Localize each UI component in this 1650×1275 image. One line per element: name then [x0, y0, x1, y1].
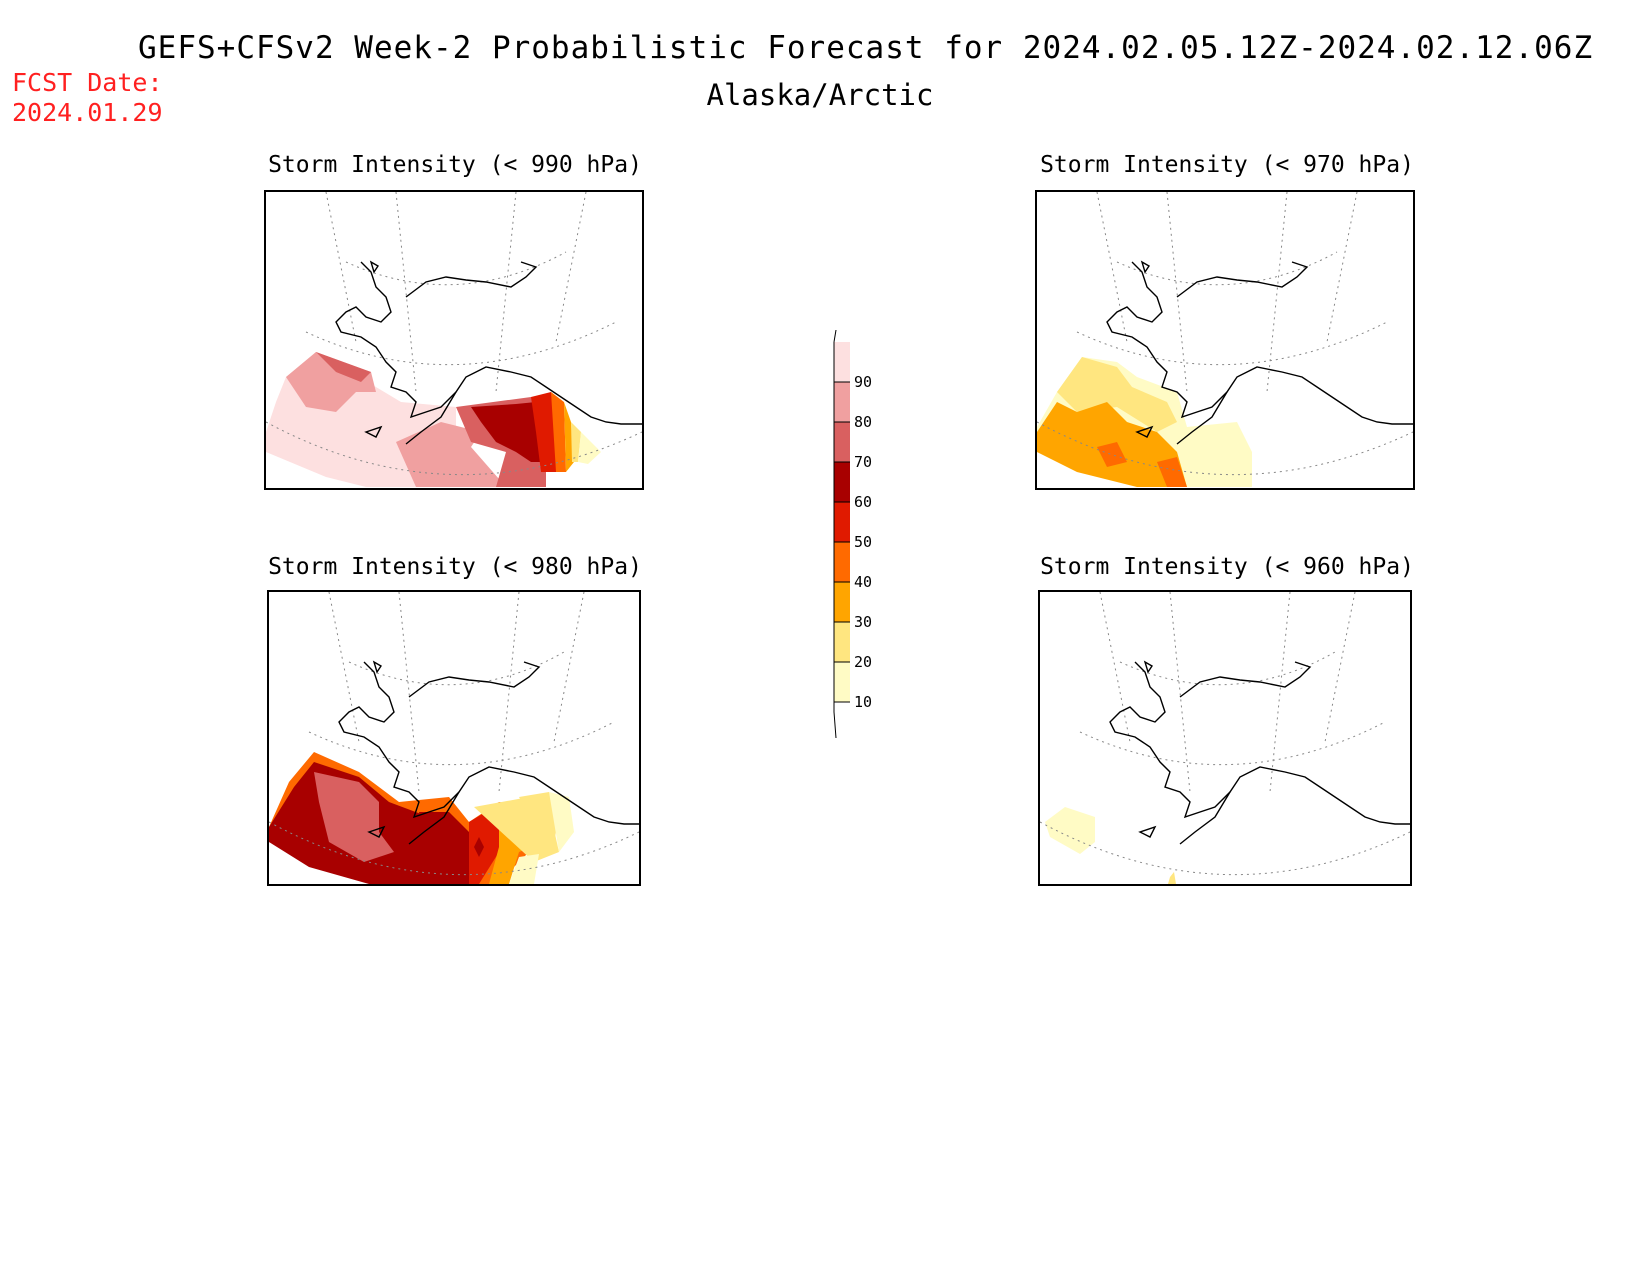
- map-970-svg: [1037, 192, 1413, 487]
- map-panel-990: [264, 190, 644, 490]
- map-panel-970: [1035, 190, 1415, 490]
- panel-title-960: Storm Intensity (< 960 hPa): [1040, 554, 1414, 580]
- coastline-960: [1109, 660, 1410, 845]
- graticule-990: [266, 192, 642, 476]
- colorbar-tail-top: [833, 311, 839, 343]
- probability-fill-990: [266, 352, 601, 487]
- colorbar: 10 20 30 40 50 60 70 80 90: [820, 311, 900, 750]
- colorbar-label: 50: [854, 533, 872, 551]
- graticule-970: [1037, 192, 1413, 476]
- map-960-svg: [1040, 592, 1410, 884]
- probability-fill-960: [1045, 807, 1176, 884]
- forecast-date: FCST Date: 2024.01.29: [12, 68, 163, 128]
- colorbar-segment: [834, 582, 850, 622]
- map-panel-960: [1038, 590, 1412, 886]
- panel-title-970: Storm Intensity (< 970 hPa): [1040, 152, 1414, 178]
- colorbar-segment: [834, 502, 850, 542]
- graticule-980: [269, 592, 639, 876]
- map-980-svg: [269, 592, 639, 884]
- colorbar-label: 60: [854, 493, 872, 511]
- colorbar-label: 20: [854, 653, 872, 671]
- map-990-svg: [266, 192, 642, 487]
- graticule-960: [1040, 592, 1410, 876]
- colorbar-segment: [834, 622, 850, 662]
- colorbar-segment: [834, 542, 850, 582]
- colorbar-segment: [834, 422, 850, 462]
- forecast-date-label: FCST Date:: [12, 68, 163, 97]
- probability-fill-970: [1037, 357, 1252, 487]
- forecast-date-value: 2024.01.29: [12, 98, 163, 127]
- colorbar-segment: [834, 382, 850, 422]
- colorbar-svg: 10 20 30 40 50 60 70 80 90: [833, 311, 872, 739]
- panel-title-980: Storm Intensity (< 980 hPa): [268, 554, 642, 580]
- colorbar-label: 70: [854, 453, 872, 471]
- colorbar-segment: [834, 662, 850, 702]
- colorbar-segment: [834, 342, 850, 382]
- colorbar-label: 80: [854, 413, 872, 431]
- map-panel-980: [267, 590, 641, 886]
- coastline-990: [335, 260, 642, 445]
- colorbar-label: 40: [854, 573, 872, 591]
- probability-fill-980: [269, 752, 574, 884]
- colorbar-label: 10: [854, 693, 872, 711]
- colorbar-label: 30: [854, 613, 872, 631]
- colorbar-segment: [834, 462, 850, 502]
- coastline-970: [1106, 260, 1413, 445]
- colorbar-label: 90: [854, 373, 872, 391]
- colorbar-tail-bottom: [833, 702, 837, 739]
- subtitle: Alaska/Arctic: [706, 78, 934, 112]
- coastline-980: [338, 660, 639, 845]
- main-title-text: GEFS+CFSv2 Week-2 Probabilistic Forecast…: [138, 30, 1594, 66]
- panel-title-990: Storm Intensity (< 990 hPa): [268, 152, 642, 178]
